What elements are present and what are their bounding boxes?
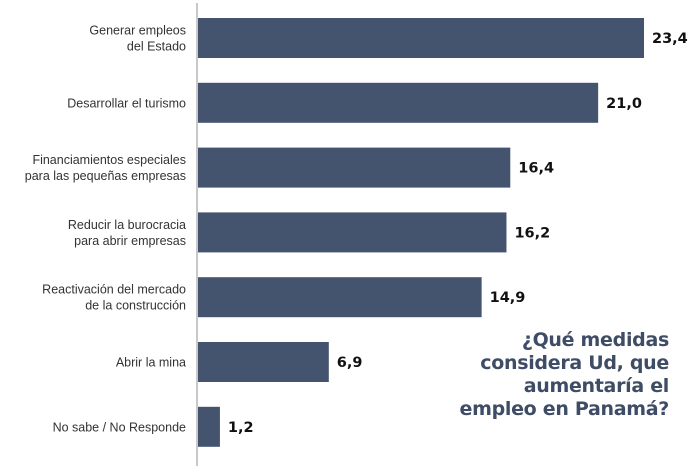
data-label: 16,4 [518, 161, 554, 177]
data-label: 6,9 [337, 355, 363, 371]
category-label-line: Abrir la mina [116, 356, 186, 370]
chart-title: ¿Qué medidas considera Ud, que aumentarí… [459, 329, 669, 420]
category-label-line: Reactivación del mercado [42, 283, 186, 297]
data-label: 1,2 [228, 420, 254, 436]
category-label: Financiamientos especiales para las peque… [25, 153, 186, 183]
data-label: 16,2 [514, 225, 550, 241]
bar [198, 277, 482, 318]
category-label: Reactivación del mercado de la construcci… [42, 283, 186, 313]
bar [198, 82, 599, 123]
data-label: 23,4 [652, 31, 688, 47]
category-label-line: Financiamientos especiales [32, 153, 186, 167]
category-label: Reducir la burocracia para abrir empresas [68, 218, 186, 248]
category-label-line: No sabe / No Responde [53, 420, 186, 434]
bar [198, 18, 644, 58]
category-label-line: Desarrollar el turismo [67, 96, 186, 110]
category-label-line: del Estado [127, 40, 186, 54]
bar [198, 406, 220, 447]
data-label: 21,0 [606, 96, 642, 112]
category-label-line: Reducir la burocracia [68, 218, 186, 232]
category-label: Generar empleos del Estado [89, 24, 186, 54]
bar [198, 342, 329, 382]
category-label: Desarrollar el turismo [67, 96, 186, 110]
category-label-line: para las pequeñas empresas [25, 169, 186, 183]
bar [198, 147, 511, 188]
category-label: Abrir la mina [116, 356, 186, 370]
category-label: No sabe / No Responde [53, 420, 186, 434]
category-label-line: para abrir empresas [74, 234, 186, 248]
data-label: 14,9 [490, 290, 526, 306]
category-label-line: Generar empleos [89, 24, 186, 38]
bar [198, 212, 507, 253]
category-label-line: de la construcción [85, 299, 186, 313]
